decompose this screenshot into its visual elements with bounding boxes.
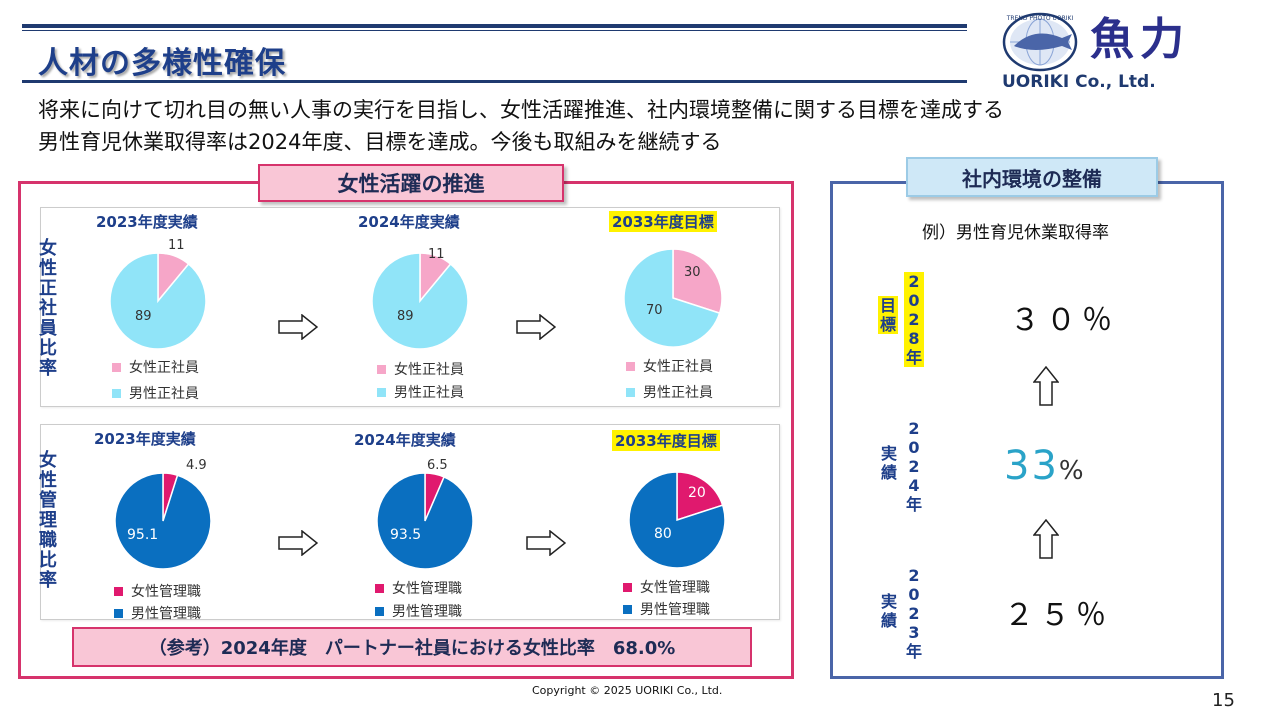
pie-slice-male <box>109 252 207 350</box>
pie-data-label-female: 4.9 <box>186 458 207 473</box>
row-kind-label: 実績 <box>880 592 897 630</box>
legend-item-male: 男性正社員 <box>626 382 713 402</box>
pie-chart-2023-regular <box>109 252 207 350</box>
legend-swatch <box>377 387 386 397</box>
pie-slice-male <box>623 248 721 348</box>
row-kind-label: 目標 <box>878 296 898 334</box>
legend-swatch <box>112 362 121 372</box>
pie-slice-male <box>371 252 469 350</box>
header-rule-bottom <box>22 80 967 83</box>
pie-data-label-male: 93.5 <box>390 527 422 543</box>
pie-slice-male <box>376 472 474 570</box>
intro-line-2: 男性育児休業取得率は2024年度、目標を達成。今後も取組みを継続する <box>38 130 722 154</box>
women-advancement-tag: 女性活躍の推進 <box>258 164 564 202</box>
pie-slice-male <box>114 472 212 570</box>
right-arrow-icon <box>278 314 318 340</box>
chart-title: 2023年度実績 <box>94 430 196 448</box>
legend-swatch <box>626 361 635 371</box>
page-title: 人材の多様性確保 <box>38 46 286 81</box>
pie-data-label-female: 20 <box>688 485 706 501</box>
legend-swatch <box>114 608 123 618</box>
legend-item-male: 男性正社員 <box>112 383 199 403</box>
pie-chart-2024-manager <box>376 472 474 570</box>
legend-item-male: 男性管理職 <box>375 601 462 621</box>
legend-item-female: 女性正社員 <box>626 356 713 376</box>
work-environment-tag: 社内環境の整備 <box>906 157 1158 197</box>
right-arrow-icon <box>516 314 556 340</box>
pie-chart-2033-manager <box>628 471 726 569</box>
legend-item-female: 女性正社員 <box>112 357 199 377</box>
legend-item-male: 男性管理職 <box>114 603 201 623</box>
legend-swatch <box>114 586 123 596</box>
legend-item-female: 女性管理職 <box>623 577 710 597</box>
svg-text:TREND PHOTO UORIKI: TREND PHOTO UORIKI <box>1006 15 1074 22</box>
chart-title-target: 2033年度目標 <box>609 211 717 232</box>
company-name: UORIKI Co., Ltd. <box>1002 72 1156 92</box>
partner-female-ratio-note: （参考）2024年度 パートナー社員における女性比率 68.0% <box>72 627 752 667</box>
target-2028-value: ３０％ <box>1010 303 1118 338</box>
manager-ratio-label: 女性管理職比率 <box>39 450 57 591</box>
pie-data-label-male: 70 <box>646 303 663 318</box>
legend-swatch <box>626 387 635 397</box>
chart-title-target: 2033年度目標 <box>612 430 720 451</box>
legend-swatch <box>375 583 384 593</box>
pie-data-label-male: 80 <box>654 526 672 542</box>
pie-data-label-male: 89 <box>135 309 152 324</box>
legend-swatch <box>112 388 121 398</box>
header-rule-top-thin <box>22 30 967 31</box>
header-rule-top <box>22 24 967 28</box>
pie-data-label-female: 11 <box>168 238 185 253</box>
pie-slice-male <box>628 471 726 569</box>
legend-item-male: 男性正社員 <box>377 382 464 402</box>
pie-slice-female <box>676 471 724 522</box>
page-number: 15 <box>1212 690 1235 711</box>
actual-2024-value: 33% <box>1004 443 1086 489</box>
regular-ratio-label: 女性正社員比率 <box>39 238 57 379</box>
pie-data-label-female: 30 <box>684 265 701 280</box>
chart-title: 2024年度実績 <box>354 431 456 449</box>
chart-title: 2023年度実績 <box>96 213 198 231</box>
legend-item-female: 女性正社員 <box>377 359 464 379</box>
legend-item-female: 女性管理職 <box>114 581 201 601</box>
right-arrow-icon <box>526 530 566 556</box>
fish-globe-logo-icon: TREND PHOTO UORIKI 魚力 <box>1002 12 1190 72</box>
legend-swatch <box>623 582 632 592</box>
pie-chart-2023-manager <box>114 472 212 570</box>
pie-data-label-male: 95.1 <box>127 527 159 543</box>
row-kind-label: 実績 <box>880 444 897 482</box>
up-arrow-icon <box>1033 366 1059 406</box>
example-metric-label: 例）男性育児休業取得率 <box>922 223 1109 243</box>
company-logo: TREND PHOTO UORIKI 魚力 <box>1000 8 1260 93</box>
pie-chart-2033-regular <box>623 248 723 348</box>
legend-item-male: 男性管理職 <box>623 599 710 619</box>
right-arrow-icon <box>278 530 318 556</box>
pie-data-label-female: 6.5 <box>427 458 448 473</box>
chart-title: 2024年度実績 <box>358 213 460 231</box>
legend-item-female: 女性管理職 <box>375 578 462 598</box>
legend-swatch <box>375 606 384 616</box>
legend-swatch <box>623 604 632 614</box>
pie-chart-2024-regular <box>371 252 469 350</box>
legend-swatch <box>377 364 386 374</box>
pie-data-label-male: 89 <box>397 309 414 324</box>
svg-text:魚力: 魚力 <box>1090 14 1190 65</box>
pie-data-label-female: 11 <box>428 247 445 262</box>
up-arrow-icon <box>1033 519 1059 559</box>
actual-2023-value: ２５％ <box>1004 598 1112 633</box>
copyright-notice: Copyright © 2025 UORIKI Co., Ltd. <box>532 684 723 697</box>
pie-slice-female <box>672 248 723 315</box>
intro-line-1: 将来に向けて切れ目の無い人事の実行を目指し、女性活躍推進、社内環境整備に関する目… <box>38 98 1004 122</box>
